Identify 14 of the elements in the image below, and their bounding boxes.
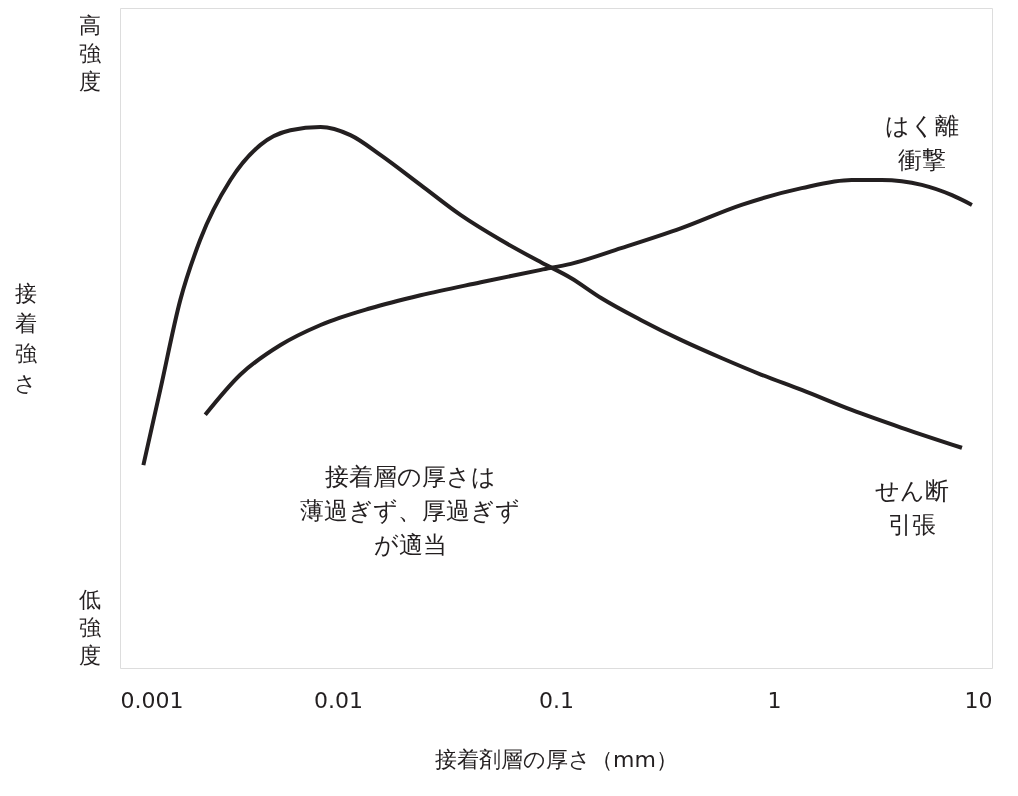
x-tick-label: 1 bbox=[767, 687, 782, 713]
annotation: が適当 bbox=[373, 531, 447, 559]
x-tick-label: 0.1 bbox=[539, 687, 574, 713]
text: 低強度 bbox=[79, 587, 101, 668]
y-axis-title: 接着強さ bbox=[14, 280, 37, 396]
text: 高強度 bbox=[79, 13, 101, 94]
series-label: せん断引張 bbox=[874, 476, 949, 539]
annotation: 薄過ぎず、厚過ぎず bbox=[300, 497, 520, 525]
x-tick-label: 10 bbox=[964, 687, 993, 713]
x-tick-label: 0.01 bbox=[314, 687, 363, 713]
series-label: はく離衝撃 bbox=[884, 111, 959, 174]
x-axis-title: 接着剤層の厚さ（mm） bbox=[435, 746, 678, 772]
annotation: 接着層の厚さは bbox=[324, 463, 496, 491]
x-tick-label: 0.001 bbox=[120, 687, 184, 713]
